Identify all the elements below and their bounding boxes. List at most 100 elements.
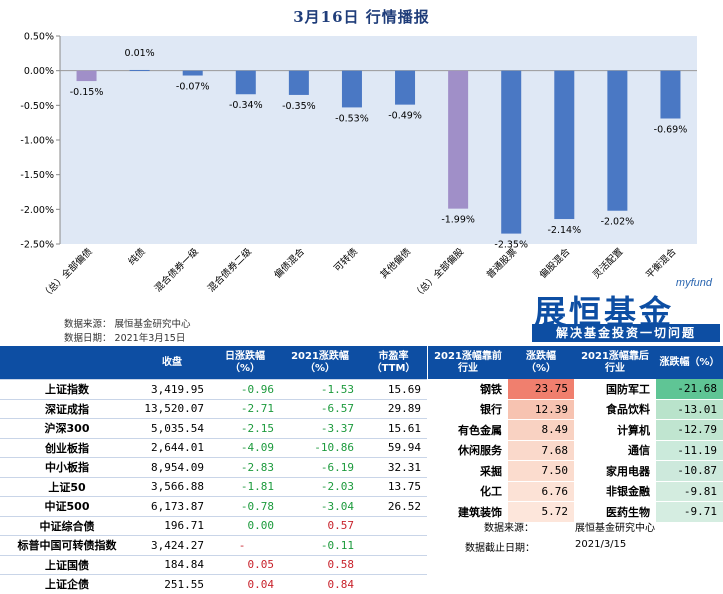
page-title: 3月16日 行情播报 [293,8,430,26]
index-name: 中证综合债 [0,515,134,536]
index-pe [360,554,427,575]
index-ytd-change: -0.11 [280,535,360,555]
top-industry-change: 5.72 [508,501,574,523]
index-close: 3,419.95 [134,379,210,399]
index-name: 中证500 [0,496,134,516]
bar-9 [501,70,522,234]
footer-source-label: 数据来源： [484,523,534,534]
industry-col-header: 涨跌幅（%） [508,346,574,379]
logo-myfund-text: myfund [675,277,712,289]
index-row: 上证企债 251.55 0.04 0.84 [0,574,427,594]
bar-value-label: -0.34% [229,100,263,111]
index-col-header [0,346,134,380]
index-day-change: 0.04 [210,574,280,594]
bottom-industry-change: -21.68 [656,379,723,400]
top-industry-change: 12.39 [508,399,574,420]
index-close: 6,173.87 [134,496,210,516]
index-day-change: 0.05 [210,554,280,575]
index-day-change: -2.15 [210,418,280,438]
bar-3 [182,70,203,76]
y-tick-label: -0.50% [20,101,54,112]
index-day-change: -0.78 [210,496,280,516]
index-name: 深证成指 [0,398,134,419]
index-close: 13,520.07 [134,398,210,419]
index-day-change: -2.71 [210,398,280,419]
bottom-industry-name: 国防军工 [574,379,656,400]
bar-value-label: -0.49% [388,111,422,122]
index-close: 8,954.09 [134,457,210,477]
index-day-change: -1.81 [210,476,280,497]
category-label: 混合债券一级 [152,245,201,294]
fund-bar-chart: 0.50% 0.00% -0.50% -1.00% -1.50% -2.00% -2.50%… [20,32,697,301]
top-industry-change: 8.49 [508,419,574,441]
index-close: 3,566.88 [134,476,210,497]
top-industry-change: 23.75 [508,379,574,400]
top-industry-name: 建筑装饰 [428,501,508,523]
index-close: 3,424.27 [134,535,210,555]
index-close: 184.84 [134,554,210,575]
category-label: 平衡混合 [643,245,679,281]
category-label: （总）全部偏债 [39,245,95,301]
top-industry-name: 银行 [428,399,508,420]
chart-source-note: 数据来源： 展恒基金研究中心 [64,319,191,330]
index-row: 深证成指 13,520.07 -2.71 -6.57 29.89 [0,398,427,419]
index-pe: 29.89 [360,398,427,419]
index-day-change: - [210,535,280,555]
index-row: 上证50 3,566.88 -1.81 -2.03 13.75 [0,476,427,497]
index-day-change: 0.00 [210,515,280,536]
index-close: 5,035.54 [134,418,210,438]
category-label: 偏债混合 [272,245,308,281]
index-name: 上证指数 [0,379,134,399]
index-row: 中证综合债 196.71 0.00 0.57 [0,515,427,536]
index-name: 创业板指 [0,437,134,458]
index-ytd-change: 0.57 [280,515,360,536]
bar-value-label: -0.69% [654,125,688,136]
footer-date-value: 2021/3/15 [575,539,627,550]
bar-5 [288,70,309,95]
industry-col-header: 2021涨幅靠后 行业 [574,346,656,379]
index-close: 2,644.01 [134,437,210,458]
bottom-industry-name: 通信 [574,440,656,461]
index-name: 标普中国可转债指数 [0,535,134,555]
industry-row: 银行 12.39 食品饮料 -13.01 [428,399,723,420]
y-tick-label: -1.00% [20,136,54,147]
index-pe: 15.61 [360,418,427,438]
index-pe: 26.52 [360,496,427,516]
bar-4 [235,70,256,95]
category-label: 普通股票 [484,245,520,281]
index-ytd-change: -2.03 [280,476,360,497]
bar-1 [76,70,97,82]
industry-row: 休闲服务 7.68 通信 -11.19 [428,440,723,461]
category-label: 偏股混合 [537,245,573,281]
bottom-industry-name: 计算机 [574,419,656,441]
bar-12 [660,70,681,119]
industry-row: 钢铁 23.75 国防军工 -21.68 [428,379,723,400]
top-industry-name: 有色金属 [428,419,508,441]
top-industry-name: 采掘 [428,460,508,482]
index-pe: 32.31 [360,457,427,477]
industry-col-header: 涨跌幅（%） [656,346,723,379]
index-pe: 15.69 [360,379,427,399]
index-pe: 59.94 [360,437,427,458]
index-name: 上证国债 [0,554,134,575]
y-tick-label: 0.00% [24,66,54,77]
top-industry-name: 休闲服务 [428,440,508,461]
footer-source-value: 展恒基金研究中心 [575,523,655,534]
bar-value-label: -1.99% [441,215,475,226]
index-col-header: 日涨跌幅 （%） [210,346,280,380]
bottom-industry-change: -10.87 [656,460,723,482]
top-industry-name: 化工 [428,481,508,502]
bar-value-label: 0.01% [125,48,155,59]
category-label: 混合债券二级 [205,245,254,294]
brand-logo: myfund 展恒基金 解决基金投资一切问题 [532,277,720,343]
chart-date-note: 数据日期： 2021年3月15日 [64,333,186,344]
index-day-change: -2.83 [210,457,280,477]
bar-7 [395,70,416,105]
index-ytd-change: -3.04 [280,496,360,516]
bottom-industry-name: 家用电器 [574,460,656,482]
bar-10 [554,70,575,220]
bar-value-label: -2.02% [601,217,635,228]
index-day-change: -4.09 [210,437,280,458]
index-table-header: 收盘 日涨跌幅 （%） 2021涨跌幅 （%） 市盈率 （TTM） [0,346,427,380]
index-row: 标普中国可转债指数 3,424.27- -0.11 [0,535,427,555]
